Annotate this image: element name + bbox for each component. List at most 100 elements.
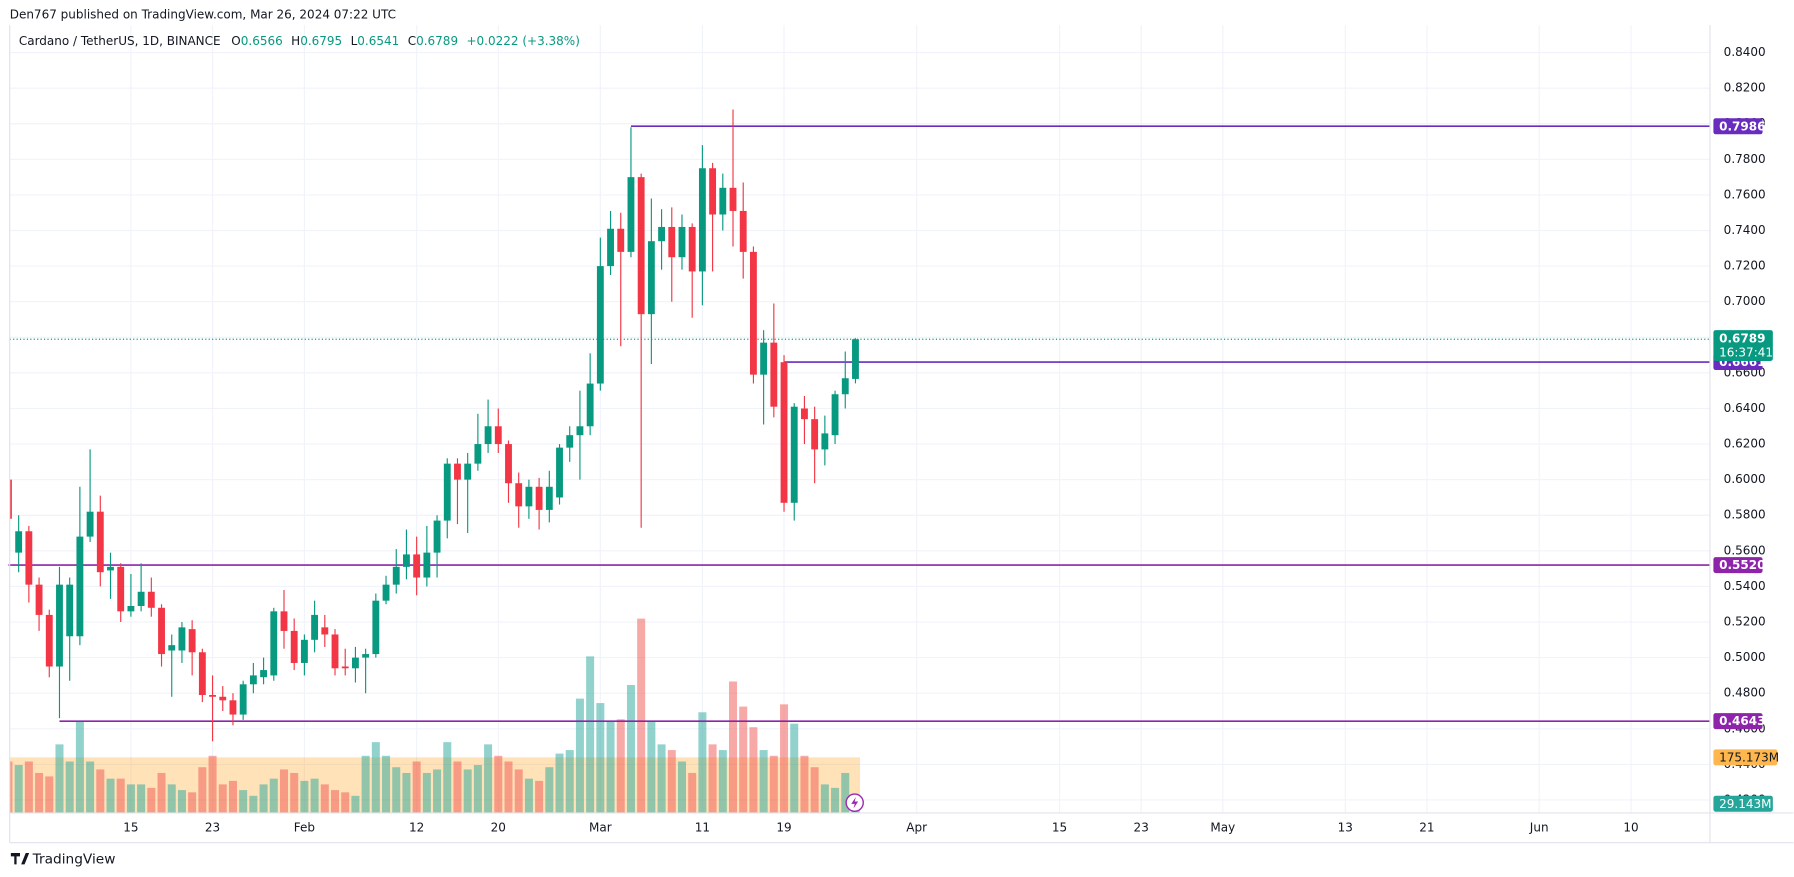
candle-body — [107, 566, 114, 571]
brand-logo — [10, 852, 30, 865]
volume-bar — [147, 787, 156, 813]
candle-body — [760, 342, 768, 375]
candle-body — [841, 378, 849, 395]
y-tick-label: 0.5200 — [1724, 615, 1766, 629]
y-tick-label: 0.7800 — [1724, 152, 1766, 166]
volume-bar — [463, 769, 472, 813]
candle-body — [362, 654, 370, 658]
volume-pane — [9, 618, 861, 813]
volume-bar — [565, 750, 574, 813]
x-tick-label: 20 — [491, 820, 506, 834]
candle-body — [790, 406, 798, 503]
candle-body — [770, 342, 778, 407]
candle-body — [137, 591, 145, 607]
y-tick-label: 0.7400 — [1724, 223, 1766, 237]
volume-bar — [188, 792, 197, 813]
candle-body — [658, 226, 666, 242]
candle-body — [852, 339, 859, 379]
candle-body — [780, 362, 788, 503]
candle-body — [198, 652, 206, 695]
candle-body — [535, 486, 543, 510]
candle-body — [229, 700, 237, 715]
volume-bar — [484, 744, 493, 813]
candle-body — [331, 634, 339, 669]
volume-bar — [290, 772, 299, 813]
candle-body — [464, 463, 472, 480]
volume-bar — [647, 721, 656, 813]
candle-body — [178, 627, 186, 651]
volume-bar — [96, 769, 105, 813]
x-tick-label: Mar — [589, 820, 612, 834]
candle-body — [56, 584, 63, 667]
candle-body — [321, 627, 329, 635]
candle-body — [351, 657, 359, 669]
candle-body — [443, 463, 451, 521]
levels — [8, 125, 1710, 722]
volume-bar — [24, 761, 33, 813]
candle-body — [433, 520, 441, 553]
candle-body — [403, 554, 410, 567]
volume-bar — [239, 790, 248, 813]
volume-bar — [545, 767, 554, 813]
volume-bar — [208, 755, 217, 813]
volume-last-label: 29.143M — [1719, 797, 1771, 811]
candle-body — [188, 629, 196, 653]
candle-body — [831, 394, 839, 436]
volume-bar — [688, 772, 697, 813]
legend-value: 0.6566 — [241, 34, 283, 48]
y-tick-label: 0.6200 — [1724, 437, 1766, 451]
level-label: 0.7986 — [1719, 119, 1765, 133]
grid — [9, 25, 1710, 813]
x-tick-label: 11 — [695, 820, 710, 834]
x-tick-label: May — [1210, 820, 1235, 834]
legend-key: C — [408, 34, 416, 48]
volume-bar — [35, 772, 44, 813]
candles — [9, 109, 859, 742]
candle-body — [300, 639, 308, 663]
y-tick-label: 0.5600 — [1724, 543, 1766, 557]
volume-bar — [382, 755, 391, 813]
candle-body — [627, 177, 635, 252]
volume-bar — [116, 778, 125, 813]
candle-body — [270, 611, 278, 676]
legend-value: 0.6789 — [416, 34, 458, 48]
volume-bar — [596, 703, 605, 813]
candle-body — [209, 694, 216, 697]
x-tick-label: 15 — [1052, 820, 1067, 834]
volume-bar — [279, 769, 288, 813]
volume-bar — [820, 784, 829, 813]
candle-body — [66, 584, 74, 637]
candle-body — [647, 241, 655, 315]
candle-body — [168, 645, 176, 651]
symbol: Cardano / TetherUS, 1D, BINANCE — [19, 34, 221, 48]
volume-bar — [65, 761, 74, 813]
volume-average-label: 175.173M — [1719, 750, 1779, 764]
y-tick-label: 0.5000 — [1724, 650, 1766, 664]
candle-body — [454, 463, 461, 480]
candle-body — [219, 696, 227, 701]
volume-bar — [433, 769, 442, 813]
candle-body — [596, 266, 604, 384]
candle-body — [117, 566, 125, 612]
candle-body — [556, 447, 563, 498]
candle-body — [413, 554, 421, 578]
volume-bar — [810, 767, 819, 813]
candle-body — [45, 614, 53, 667]
candle-body — [607, 228, 614, 267]
candle-body — [474, 444, 482, 464]
y-tick-label: 0.7200 — [1724, 259, 1766, 273]
volume-bar — [14, 765, 23, 813]
volume-bar — [729, 681, 738, 813]
y-tick-label: 0.6000 — [1724, 472, 1766, 486]
volume-bar — [45, 776, 54, 813]
candle-body — [260, 670, 268, 678]
legend-change: +0.0222 (+3.38%) — [466, 34, 579, 48]
x-tick-label: 10 — [1623, 820, 1638, 834]
y-tick-label: 0.5400 — [1724, 579, 1766, 593]
y-tick-label: 0.8400 — [1724, 45, 1766, 59]
candle-body — [86, 511, 94, 537]
candle-body — [341, 666, 349, 669]
x-tick-label: 12 — [409, 820, 424, 834]
candle-body — [76, 536, 84, 637]
candle-body — [709, 168, 717, 215]
